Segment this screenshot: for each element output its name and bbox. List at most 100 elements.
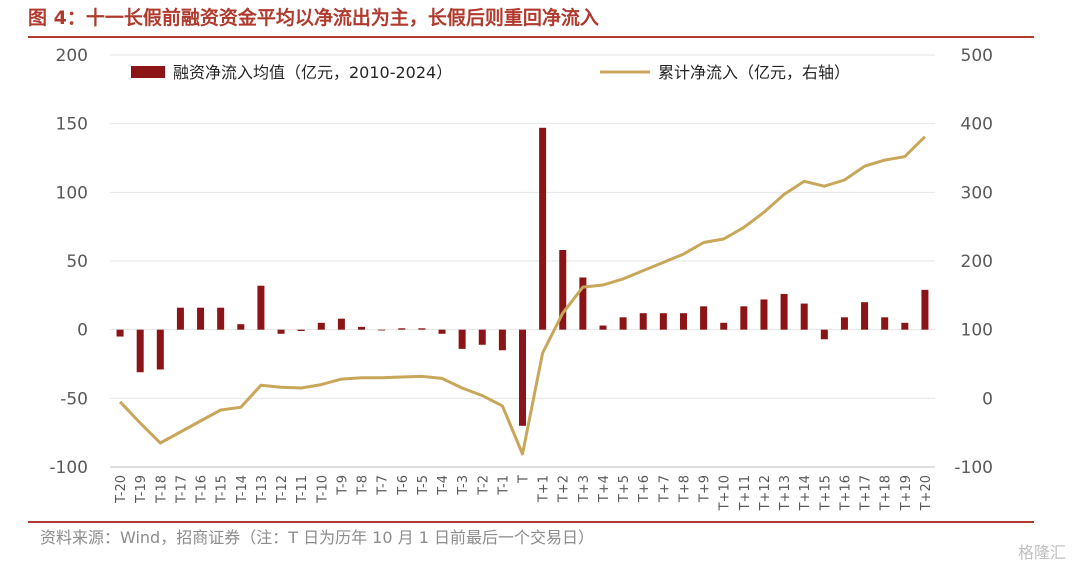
left-tick-label: 100 (56, 183, 88, 203)
bar (599, 325, 607, 330)
left-tick-label: 50 (66, 252, 88, 272)
title-rule (28, 36, 1034, 38)
bar (197, 307, 205, 330)
bar (297, 329, 305, 332)
right-tick-label: 200 (961, 252, 993, 272)
x-tick-label: T+17 (859, 475, 874, 511)
x-tick-label: T+13 (778, 475, 793, 511)
bar (579, 277, 587, 330)
bar (760, 299, 768, 330)
right-tick-label: 300 (961, 183, 993, 203)
bar (156, 329, 164, 370)
x-tick-label: T-9 (335, 475, 350, 496)
bar (881, 317, 889, 330)
x-tick-label: T-20 (114, 475, 129, 504)
bar (398, 328, 406, 330)
cumulative-line (119, 135, 926, 456)
bar (458, 329, 466, 349)
bar (800, 303, 808, 330)
bar (559, 250, 567, 330)
right-tick-label: 100 (961, 321, 993, 341)
bar (840, 317, 848, 330)
bar (277, 329, 285, 334)
x-tick-label: T+16 (838, 475, 853, 511)
right-tick-label: 0 (982, 389, 993, 409)
bar (820, 329, 828, 340)
bar (519, 329, 526, 426)
bar (136, 329, 144, 373)
x-tick-label: T-17 (174, 475, 189, 504)
x-tick-label: T+12 (758, 475, 773, 511)
figure-title: 图 4：十一长假前融资资金平均以净流出为主，长假后则重回净流入 (28, 7, 599, 29)
bar (478, 329, 486, 345)
x-tick-label: T-6 (396, 475, 411, 496)
left-tick-label: 150 (56, 115, 88, 135)
x-tick-label: T-12 (275, 475, 290, 504)
x-tick-label: T+11 (738, 475, 753, 511)
bar (921, 289, 929, 330)
x-tick-label: T+2 (557, 475, 572, 503)
bar (679, 313, 687, 330)
x-tick-label: T+7 (657, 475, 672, 503)
x-tick-label: T-3 (456, 475, 471, 496)
bar (740, 306, 748, 330)
left-y-axis: -100 -50 0 50 100 150 200 (49, 46, 88, 478)
x-tick-label: T+14 (798, 475, 813, 511)
bar (176, 307, 184, 330)
bar (700, 306, 708, 330)
bar (659, 313, 667, 330)
x-tick-label: T-10 (315, 475, 330, 504)
x-tick-label: T-16 (195, 475, 210, 504)
x-tick-label: T+6 (637, 475, 652, 503)
right-tick-label: 500 (961, 46, 993, 66)
legend-line-label: 累计净流入（亿元，右轴） (658, 63, 850, 82)
x-tick-label: T+8 (677, 475, 692, 503)
x-tick-label: T+15 (818, 475, 833, 511)
left-tick-label: 200 (56, 46, 88, 66)
bar (780, 293, 788, 330)
x-tick-label: T-11 (295, 475, 310, 504)
bar (217, 307, 225, 330)
x-tick-label: T-19 (134, 475, 149, 504)
x-tick-label: T+19 (899, 475, 914, 511)
bar (901, 322, 909, 330)
x-tick-label: T-4 (436, 475, 451, 496)
x-axis: T-20 T-19 T-18 T-17 T-16 T-15 T-14 T-13 T-12 T-11… (110, 466, 935, 511)
bar (358, 326, 366, 330)
bar (317, 322, 325, 330)
bar (237, 324, 245, 330)
x-tick-label: T+1 (537, 475, 552, 503)
bar (116, 329, 124, 337)
x-tick-label: T+10 (718, 475, 733, 511)
x-tick-label: T+3 (577, 475, 592, 503)
x-tick-label: T+18 (879, 475, 894, 511)
x-tick-label: T-2 (476, 475, 491, 496)
watermark: 格隆汇 (1017, 543, 1066, 562)
line-series (119, 135, 926, 456)
bar-series (116, 127, 929, 426)
x-tick-label: T-15 (215, 475, 230, 504)
x-tick-label: T-13 (255, 475, 270, 504)
legend-bar-swatch (131, 66, 165, 78)
x-tick-label: T-1 (496, 475, 511, 496)
bar (337, 318, 345, 330)
bar (720, 322, 728, 330)
x-tick-label: T+5 (617, 475, 632, 503)
x-tick-label: T-14 (235, 475, 250, 504)
legend-bar-label: 融资净流入均值（亿元，2010-2024） (173, 63, 452, 82)
x-tick-label: T+4 (597, 475, 612, 503)
bar (438, 329, 446, 334)
left-tick-label: -100 (49, 458, 88, 478)
x-tick-label: T+20 (919, 475, 934, 511)
right-y-axis: -100 0 100 200 300 400 500 (954, 46, 993, 478)
bar (418, 328, 426, 330)
bar (498, 329, 506, 351)
left-tick-label: 0 (77, 321, 88, 341)
x-tick-label: T+9 (698, 475, 713, 503)
bar (539, 127, 547, 330)
x-tick-label: T-8 (356, 475, 371, 496)
right-tick-label: -100 (954, 458, 993, 478)
right-tick-label: 400 (961, 115, 993, 135)
x-tick-label: T-5 (416, 475, 431, 496)
